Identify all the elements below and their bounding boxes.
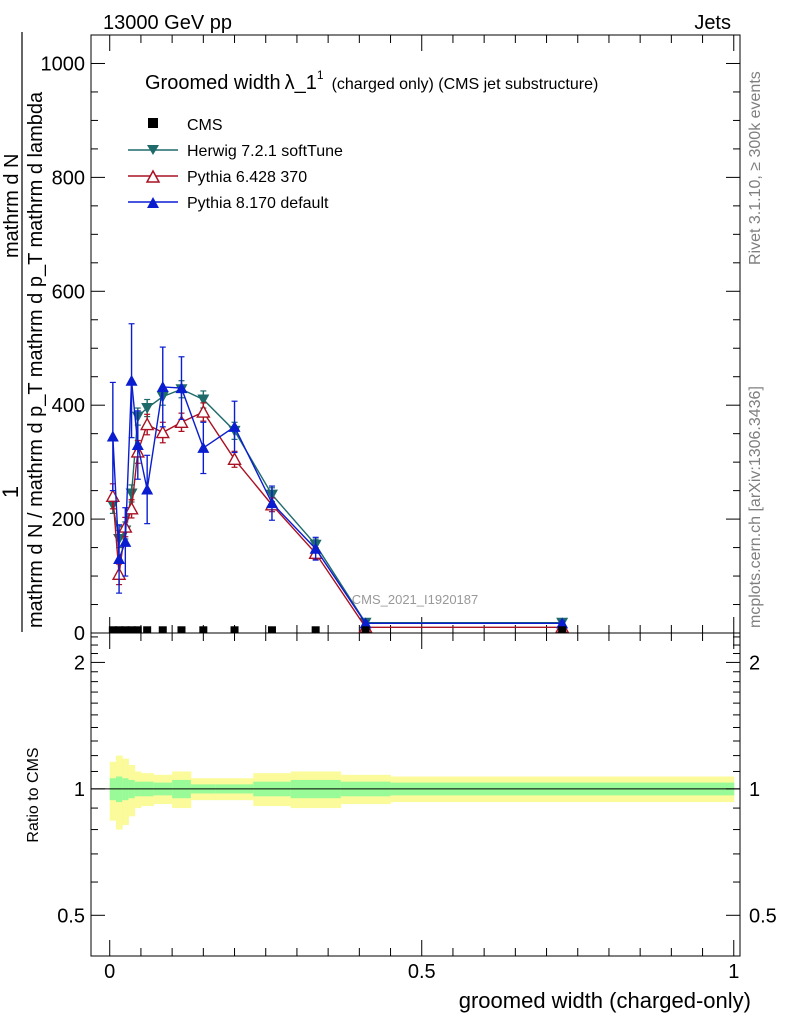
ratio-y-tick-label-right: 1	[749, 779, 760, 801]
ratio-x-tick-label: 0.5	[408, 961, 436, 983]
series-line-pythia-8-170-default	[112, 380, 563, 625]
ratio-axis-ticks	[91, 633, 740, 957]
y-label-numerator: 1	[0, 486, 23, 498]
data-point-pythia-6-428-370	[196, 404, 211, 418]
main-axis-ticks	[91, 34, 740, 634]
data-point-pythia-8-170-default	[141, 483, 154, 495]
main-y-tick-label: 200	[52, 509, 85, 531]
ratio-y-tick-label-right: 0.5	[749, 905, 777, 927]
data-point-pythia-8-170-default	[119, 535, 132, 547]
data-point-cms	[558, 626, 567, 635]
ratio-plot-panel: 0.5 0.51 12 2 0 0.5 1 Ratio to CMS groomed wi…	[25, 632, 777, 1013]
main-y-tick-label: 400	[52, 395, 85, 417]
data-point-cms	[361, 626, 370, 635]
legend-item-cms: CMS	[148, 117, 223, 134]
main-y-axis-label: 1 mathrm d N / mathrm d p_T mathrm d p_T…	[0, 32, 47, 632]
data-point-pythia-6-428-370	[139, 417, 155, 431]
data-point-cms	[127, 626, 136, 635]
legend-item-pythia6: Pythia 6.428 370	[128, 169, 307, 186]
ratio-x-tick-label: 0	[104, 961, 115, 983]
x-axis-label: groomed width (charged-only)	[459, 988, 751, 1013]
plot-title-symbol: λ_1	[285, 72, 317, 94]
data-point-pythia-6-428-370	[124, 501, 139, 515]
legend-marker-cms	[148, 118, 158, 128]
legend-label-cms: CMS	[187, 117, 223, 134]
data-point-cms	[230, 626, 239, 635]
data-point-pythia-6-428-370	[174, 414, 189, 428]
plot-title-detail: (charged only) (CMS jet substructure)	[332, 76, 599, 93]
data-point-herwig-7-2-1-softtune	[141, 403, 154, 415]
data-point-herwig-7-2-1-softtune	[197, 394, 210, 406]
data-point-pythia-8-170-default	[113, 552, 126, 564]
analysis-watermark: CMS_2021_I1920187	[352, 592, 479, 607]
header-process-label: Jets	[694, 12, 731, 34]
data-point-cms	[143, 626, 152, 635]
data-point-pythia-8-170-default	[309, 542, 322, 554]
mcplots-label: mcplots.cern.ch [arXiv:1306.3436]	[747, 386, 764, 628]
data-point-cms	[108, 626, 117, 635]
plot-title-superscript: 1	[317, 68, 324, 82]
data-point-pythia-8-170-default	[175, 382, 188, 394]
data-point-pythia-8-170-default	[131, 439, 144, 451]
data-point-cms	[311, 626, 320, 635]
data-point-pythia-8-170-default	[265, 497, 278, 509]
legend-item-pythia8: Pythia 8.170 default	[128, 195, 329, 212]
data-point-pythia-8-170-default	[125, 374, 138, 386]
ratio-y-tick-labels: 0.5 0.5 1 1 2 2	[57, 652, 777, 927]
data-point-pythia-8-170-default	[228, 420, 241, 432]
legend-label-pythia6: Pythia 6.428 370	[187, 169, 307, 186]
ratio-y-axis-label: Ratio to CMS	[25, 747, 42, 842]
data-point-pythia-8-170-default	[156, 380, 169, 392]
ratio-y-tick-label-right: 2	[749, 652, 760, 674]
series-cms	[108, 626, 567, 635]
legend-marker-pythia6	[145, 169, 161, 183]
legend: CMS Herwig 7.2.1 softTune Pythia 6.428 3…	[128, 117, 343, 212]
legend-label-herwig: Herwig 7.2.1 softTune	[187, 143, 343, 160]
data-point-pythia-8-170-default	[106, 430, 119, 442]
ratio-y-tick-label-left: 1	[74, 779, 85, 801]
data-point-pythia-6-428-370	[155, 425, 170, 439]
plot-title-main: Groomed width	[145, 72, 281, 94]
data-point-cms	[177, 626, 186, 635]
main-y-tick-label: 600	[52, 281, 85, 303]
plot-title: Groomed width λ_11 (charged only) (CMS jet…	[145, 68, 598, 94]
data-point-pythia-6-428-370	[227, 451, 242, 465]
legend-marker-herwig	[147, 145, 159, 155]
data-point-cms	[133, 626, 142, 635]
data-point-pythia-8-170-default	[359, 617, 372, 629]
y-label-top-numerator: mathrm d N	[1, 154, 23, 258]
main-y-tick-label: 1000	[41, 53, 86, 75]
legend-marker-pythia8	[147, 197, 159, 208]
y-label-denominator: mathrm d N / mathrm d p_T mathrm d p_T m…	[25, 91, 47, 628]
series-pythia-8-170-default	[106, 323, 569, 629]
ratio-x-tick-labels: 0 0.5 1	[104, 961, 739, 983]
ratio-x-tick-label: 1	[728, 961, 739, 983]
data-point-cms	[199, 626, 208, 635]
ratio-y-tick-label-left: 0.5	[57, 905, 85, 927]
data-point-cms	[115, 626, 124, 635]
rivet-version-label: Rivet 3.1.10, ≥ 300k events	[747, 71, 764, 265]
data-point-pythia-8-170-default	[556, 617, 569, 629]
ratio-y-tick-label-left: 2	[74, 652, 85, 674]
main-series-layer	[105, 323, 570, 635]
legend-label-pythia8: Pythia 8.170 default	[187, 195, 329, 212]
main-y-tick-label: 0	[74, 623, 85, 645]
main-plot-panel: CMS_2021_I1920187 0 200 400 600 800 1000 Groo…	[0, 32, 741, 645]
data-point-cms	[158, 626, 167, 635]
data-point-herwig-7-2-1-softtune	[125, 488, 138, 500]
legend-item-herwig: Herwig 7.2.1 softTune	[128, 143, 343, 160]
main-y-tick-label: 800	[52, 167, 85, 189]
data-point-pythia-8-170-default	[197, 441, 210, 453]
data-point-cms	[121, 626, 130, 635]
header-energy-label: 13000 GeV pp	[103, 12, 232, 34]
data-point-cms	[267, 626, 276, 635]
main-y-tick-labels: 0 200 400 600 800 1000	[41, 53, 86, 645]
